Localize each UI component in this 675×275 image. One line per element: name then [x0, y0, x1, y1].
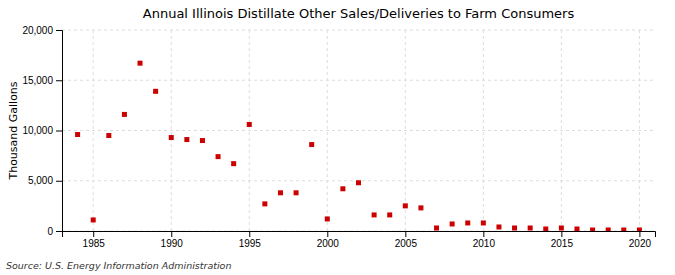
- point: [496, 224, 501, 229]
- point: [574, 226, 579, 231]
- tick-label: 0: [47, 226, 53, 237]
- tick-mark: [56, 30, 62, 31]
- tick-label: 5,000: [28, 175, 53, 186]
- tick: 1995: [239, 231, 262, 249]
- y-axis-label: Thousand Gallons: [7, 81, 20, 180]
- annotation: Source: U.S. Energy Information Administ…: [6, 260, 231, 271]
- tick: 0: [47, 226, 62, 237]
- point: [184, 137, 189, 142]
- tick: 2000: [317, 231, 340, 249]
- point: [231, 161, 236, 166]
- tick-mark: [639, 231, 640, 237]
- point: [528, 225, 533, 230]
- tick: 2015: [551, 231, 574, 249]
- tick-label: 2020: [629, 238, 652, 249]
- point: [543, 226, 548, 231]
- tick-label: 2015: [551, 238, 574, 249]
- y-axis: 0 5,000 10,000 15,000 20,000: [22, 25, 62, 237]
- point: [294, 190, 299, 195]
- point: [122, 112, 127, 117]
- tick-label: 20,000: [22, 25, 53, 36]
- point: [216, 154, 221, 159]
- point: [153, 89, 158, 94]
- tick: 2005: [395, 231, 418, 249]
- tick-label: 10,000: [22, 125, 53, 136]
- axis-line: [56, 31, 63, 232]
- title: Annual Illinois Distillate Other Sales/D…: [143, 6, 575, 21]
- tick-mark: [56, 231, 62, 232]
- point: [434, 225, 439, 230]
- point: [418, 205, 423, 210]
- point: [637, 227, 642, 231]
- point: [200, 138, 205, 143]
- plot: 1985 1990 1995 2000 2005 2010 2015 2020 0 5,000 10…: [22, 25, 655, 249]
- point: [387, 212, 392, 217]
- grid-line: [62, 30, 655, 31]
- point: [450, 221, 455, 226]
- points: [75, 61, 642, 231]
- point: [278, 190, 283, 195]
- tick-label: 1985: [83, 238, 106, 249]
- point: [247, 122, 252, 127]
- grid-line: [62, 80, 655, 81]
- point: [465, 220, 470, 225]
- tick-label: 1990: [161, 238, 184, 249]
- tick: 5,000: [28, 175, 62, 186]
- tick: 1985: [83, 231, 106, 249]
- chart: 1985 1990 1995 2000 2005 2010 2015 2020 0 5,000 10…: [0, 0, 675, 275]
- point: [340, 186, 345, 191]
- point: [138, 61, 143, 66]
- point: [106, 133, 111, 138]
- point: [559, 225, 564, 230]
- tick-mark: [171, 231, 172, 237]
- point: [590, 227, 595, 231]
- grid: [62, 30, 655, 231]
- tick-mark: [56, 131, 62, 132]
- tick-label: 1995: [239, 238, 262, 249]
- point: [606, 227, 611, 231]
- point: [325, 216, 330, 221]
- point: [403, 203, 408, 208]
- tick-mark: [249, 231, 250, 237]
- tick: 20,000: [22, 25, 62, 36]
- point: [309, 142, 314, 147]
- point: [512, 225, 517, 230]
- point: [356, 180, 361, 185]
- tick-label: 2010: [473, 238, 496, 249]
- point: [169, 135, 174, 140]
- grid-line: [62, 130, 655, 131]
- tick: 15,000: [22, 75, 62, 86]
- tick-mark: [561, 231, 562, 237]
- x-axis: 1985 1990 1995 2000 2005 2010 2015 2020: [63, 231, 656, 249]
- tick-mark: [56, 181, 62, 182]
- point: [75, 132, 80, 137]
- tick-mark: [56, 80, 62, 81]
- tick-label: 15,000: [22, 75, 53, 86]
- point: [372, 212, 377, 217]
- tick-mark: [327, 231, 328, 237]
- point: [621, 227, 626, 231]
- axis-line: [63, 232, 656, 238]
- tick: 10,000: [22, 125, 62, 136]
- point: [481, 220, 486, 225]
- tick: 2020: [629, 231, 652, 249]
- tick: 1990: [161, 231, 184, 249]
- tick-label: 2000: [317, 238, 340, 249]
- tick-mark: [483, 231, 484, 237]
- tick-mark: [93, 231, 94, 237]
- point: [262, 201, 267, 206]
- tick-label: 2005: [395, 238, 418, 249]
- point: [91, 217, 96, 222]
- tick-mark: [405, 231, 406, 237]
- tick: 2010: [473, 231, 496, 249]
